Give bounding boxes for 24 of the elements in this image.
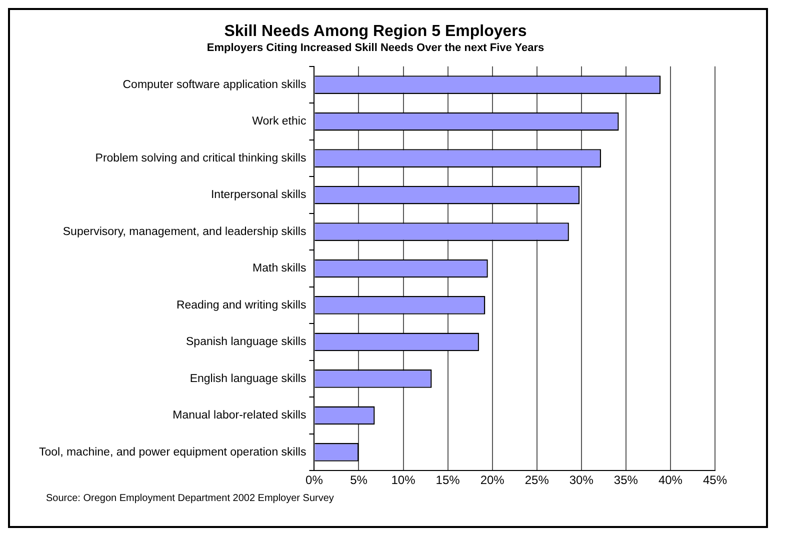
x-tick-label: 15% [436,473,460,488]
chart-title: Skill Needs Among Region 5 Employers [224,23,527,40]
y-tick-label: Reading and writing skills [176,299,306,312]
y-tick-label: Interpersonal skills [210,189,306,202]
y-tick-label: Manual labor-related skills [172,410,306,422]
x-tick-label: 45% [702,473,728,488]
x-tick-label: 40% [658,473,683,488]
x-tick-label: 10% [391,473,416,488]
chart-subtitle: Employers Citing Increased Skill Needs Over the next Five Years [206,42,544,54]
y-tick-label: Computer software application skills [122,78,306,91]
y-tick-label: Supervisory, management, and leadership skills [62,226,306,238]
y-tick-label: English language skills [190,372,306,385]
y-tick-label: Tool, machine, and power equipment operation skills [38,446,306,458]
y-tick-label: Math skills [252,262,306,275]
x-tick-label: 5% [350,473,368,488]
y-tick-label: Work ethic [252,116,306,128]
y-tick-label: Spanish language skills [186,336,306,348]
source-note: Source: Oregon Employment Department 2002 Employer Survey [46,493,335,504]
x-tick-label: 20% [480,473,505,488]
y-tick-label: Problem solving and critical thinking skills [95,152,306,164]
x-tick-label: 25% [524,473,550,488]
x-tick-label: 0% [306,473,324,488]
x-tick-label: 30% [569,473,594,488]
x-tick-label: 35% [614,473,638,488]
